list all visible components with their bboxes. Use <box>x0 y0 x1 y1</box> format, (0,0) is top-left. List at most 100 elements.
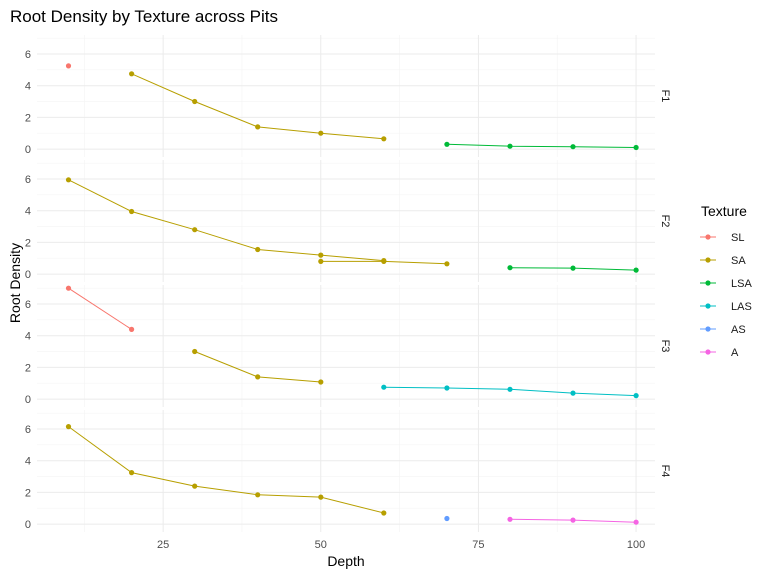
facet-panel-f3: 0 2 4 6 F3 <box>25 285 671 407</box>
legend-label: A <box>731 347 739 359</box>
data-point-sa <box>381 510 387 516</box>
legend-label: SL <box>731 232 744 244</box>
legend-entries: SL SA LSA LAS AS A <box>700 232 752 359</box>
data-point-las <box>444 385 450 391</box>
legend-item-a: A <box>700 347 739 359</box>
y-tick-label: 6 <box>25 174 31 186</box>
legend-item-sa: SA <box>700 255 746 267</box>
data-point-las <box>381 384 387 390</box>
data-point-lsa <box>507 143 513 149</box>
data-point-sa <box>192 483 198 489</box>
legend-key-point <box>705 234 711 240</box>
data-point-sa <box>318 258 324 264</box>
facet-strip-label: F2 <box>659 215 671 228</box>
data-point-lsa <box>570 144 576 150</box>
data-point-sa <box>318 130 324 136</box>
data-point-sa <box>192 227 198 233</box>
data-point-lsa <box>507 265 513 271</box>
legend-key-point <box>705 326 711 332</box>
facet-panel-f1: 0 2 4 6 F1 <box>25 35 671 157</box>
series-line-lsa <box>446 143 637 148</box>
y-axis-title: Root Density <box>7 243 23 323</box>
legend-label: AS <box>731 324 746 336</box>
facet-panels: 0 2 4 6 F1 0 2 4 6 F2 0 2 4 6 F3 0 2 4 6 F4 <box>25 35 671 532</box>
data-point-sa <box>65 177 72 183</box>
data-point-sa <box>65 424 72 430</box>
data-point-las <box>570 390 576 396</box>
x-axis-title: Depth <box>327 553 364 569</box>
data-point-sa <box>381 136 387 142</box>
legend: Texture SL SA LSA LAS AS A <box>700 203 752 359</box>
data-point-a <box>507 516 513 522</box>
y-tick-label: 0 <box>25 519 31 531</box>
series-line-sa <box>68 179 384 262</box>
y-tick-label: 4 <box>25 206 31 218</box>
data-point-sa <box>444 261 450 267</box>
legend-key-point <box>705 280 711 286</box>
x-tick-label: 75 <box>472 539 484 551</box>
data-point-sa <box>255 374 261 380</box>
y-tick-label: 0 <box>25 144 31 156</box>
y-tick-label: 0 <box>25 394 31 406</box>
data-point-lsa <box>633 267 639 273</box>
data-point-sa <box>129 71 135 77</box>
data-point-las <box>507 386 513 392</box>
legend-item-las: LAS <box>700 301 752 313</box>
data-point-sl <box>65 63 72 69</box>
facet-panel-f2: 0 2 4 6 F2 <box>25 160 671 282</box>
chart-title: Root Density by Texture across Pits <box>10 7 278 26</box>
legend-label: LSA <box>731 278 752 290</box>
y-tick-label: 2 <box>25 362 31 374</box>
facet-strip-label: F3 <box>659 340 671 353</box>
data-point-sa <box>318 494 324 500</box>
data-point-sa <box>318 252 324 258</box>
data-point-lsa <box>444 141 450 147</box>
y-tick-label: 2 <box>25 112 31 124</box>
data-point-sl <box>65 285 72 291</box>
data-point-sa <box>129 470 135 476</box>
data-point-las <box>633 393 639 399</box>
legend-label: SA <box>731 255 746 267</box>
y-tick-label: 2 <box>25 237 31 249</box>
y-tick-label: 4 <box>25 81 31 93</box>
data-point-sa <box>381 258 387 264</box>
series-line-sl <box>68 287 132 330</box>
y-tick-label: 0 <box>25 269 31 281</box>
legend-title: Texture <box>701 203 747 219</box>
data-point-a <box>570 517 576 523</box>
data-point-sa <box>129 208 135 215</box>
data-point-lsa <box>570 265 576 271</box>
y-tick-label: 6 <box>25 424 31 436</box>
x-tick-label: 25 <box>157 539 169 551</box>
y-tick-label: 4 <box>25 456 31 468</box>
x-tick-label: 50 <box>315 539 327 551</box>
data-point-a <box>633 519 639 525</box>
data-point-sa <box>192 98 198 105</box>
series-line-sa <box>68 426 384 514</box>
y-tick-label: 6 <box>25 49 31 61</box>
legend-key-point <box>705 257 711 263</box>
facet-strip-label: F4 <box>659 465 671 478</box>
data-point-as <box>444 515 450 522</box>
y-tick-label: 6 <box>25 299 31 311</box>
y-tick-label: 4 <box>25 331 31 343</box>
data-point-sa <box>255 246 261 253</box>
legend-item-as: AS <box>700 324 746 336</box>
data-point-sl <box>129 326 135 332</box>
x-tick-label: 100 <box>627 539 645 551</box>
facet-strip-label: F1 <box>659 90 671 103</box>
x-axis-ticks: 25 50 75 100 <box>157 539 645 551</box>
legend-item-sl: SL <box>700 232 744 244</box>
facet-panel-f4: 0 2 4 6 F4 <box>25 410 671 532</box>
data-point-sa <box>318 379 324 385</box>
data-point-sa <box>192 348 198 355</box>
y-tick-label: 2 <box>25 487 31 499</box>
legend-label: LAS <box>731 301 752 313</box>
legend-item-lsa: LSA <box>700 278 752 290</box>
data-point-sa <box>255 124 261 130</box>
data-point-sa <box>255 492 261 498</box>
legend-key-point <box>705 303 711 309</box>
legend-key-point <box>705 349 711 355</box>
data-point-lsa <box>633 144 639 151</box>
